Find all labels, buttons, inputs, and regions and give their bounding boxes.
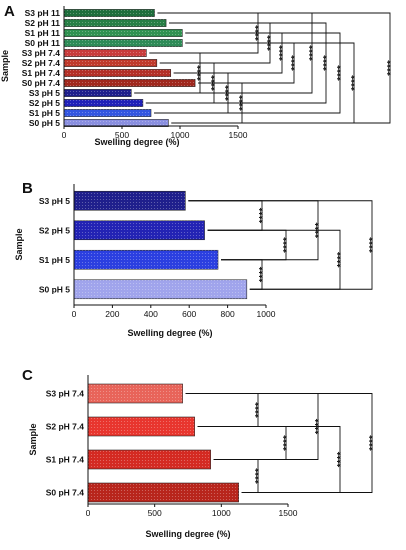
category-label: S3 pH 11 bbox=[25, 8, 61, 18]
significance-label: **** bbox=[290, 55, 301, 71]
significance-label: **** bbox=[258, 267, 269, 283]
significance-label: **** bbox=[282, 237, 293, 253]
category-label: S2 pH 5 bbox=[39, 225, 70, 235]
x-tick-label: 200 bbox=[105, 309, 119, 319]
bar-texture bbox=[64, 69, 171, 77]
panel-letter: B bbox=[22, 180, 33, 197]
x-axis-title: Swelling degree (%) bbox=[127, 328, 212, 338]
bar-texture bbox=[64, 9, 155, 17]
bar-texture bbox=[88, 384, 183, 403]
bar-texture bbox=[88, 450, 211, 469]
bar-texture bbox=[88, 417, 195, 436]
significance-bracket bbox=[185, 393, 373, 493]
significance-label: **** bbox=[254, 402, 265, 418]
bar-texture bbox=[64, 39, 183, 47]
category-label: S0 pH 5 bbox=[29, 118, 60, 128]
significance-bracket bbox=[154, 32, 341, 114]
significance-bracket bbox=[207, 229, 287, 261]
x-tick-label: 1000 bbox=[212, 508, 231, 518]
significance-label: **** bbox=[386, 60, 397, 76]
category-label: S2 pH 5 bbox=[29, 98, 60, 108]
significance-label: **** bbox=[368, 237, 379, 253]
bar-texture bbox=[74, 191, 186, 211]
category-label: S0 pH 5 bbox=[39, 284, 70, 294]
significance-bracket bbox=[145, 22, 327, 104]
significance-label: **** bbox=[258, 208, 269, 224]
bar-texture bbox=[64, 59, 157, 67]
category-label: S1 pH 5 bbox=[39, 255, 70, 265]
bar-texture bbox=[74, 250, 218, 270]
significance-label: **** bbox=[254, 468, 265, 484]
x-tick-label: 600 bbox=[182, 309, 196, 319]
bar-texture bbox=[64, 119, 169, 127]
significance-label: **** bbox=[336, 452, 347, 468]
y-axis-title: Sample bbox=[14, 228, 24, 260]
bar-texture bbox=[64, 49, 147, 57]
x-tick-label: 1000 bbox=[171, 130, 190, 140]
significance-label: **** bbox=[350, 75, 361, 91]
y-axis-title: Sample bbox=[0, 50, 10, 82]
significance-label: **** bbox=[336, 65, 347, 81]
significance-label: **** bbox=[368, 435, 379, 451]
bar-texture bbox=[64, 109, 151, 117]
category-label: S1 pH 11 bbox=[25, 28, 61, 38]
category-label: S3 pH 7.4 bbox=[46, 389, 85, 399]
category-label: S0 pH 7.4 bbox=[46, 488, 85, 498]
x-tick-label: 500 bbox=[148, 508, 162, 518]
significance-label: **** bbox=[336, 252, 347, 268]
category-label: S3 pH 7.4 bbox=[22, 48, 61, 58]
category-label: S3 pH 5 bbox=[29, 88, 60, 98]
x-tick-label: 1000 bbox=[257, 309, 276, 319]
panel-letter: A bbox=[4, 3, 15, 20]
bar-texture bbox=[88, 483, 239, 502]
bar-texture bbox=[74, 220, 205, 240]
x-tick-label: 0 bbox=[72, 309, 77, 319]
x-tick-label: 500 bbox=[115, 130, 129, 140]
bar-texture bbox=[64, 29, 183, 37]
category-label: S1 pH 7.4 bbox=[46, 455, 85, 465]
significance-label: **** bbox=[224, 85, 235, 101]
category-label: S3 pH 5 bbox=[39, 196, 70, 206]
category-label: S2 pH 11 bbox=[25, 18, 61, 28]
bar-texture bbox=[64, 79, 196, 87]
significance-label: **** bbox=[278, 45, 289, 61]
x-tick-label: 800 bbox=[221, 309, 235, 319]
x-tick-label: 0 bbox=[86, 508, 91, 518]
x-tick-label: 1500 bbox=[279, 508, 298, 518]
category-label: S0 pH 11 bbox=[25, 38, 61, 48]
panel-letter: C bbox=[22, 367, 33, 384]
category-label: S0 pH 7.4 bbox=[22, 78, 61, 88]
bar-texture bbox=[64, 19, 167, 27]
significance-bracket bbox=[185, 393, 259, 427]
x-tick-label: 1500 bbox=[229, 130, 248, 140]
x-tick-label: 400 bbox=[144, 309, 158, 319]
category-label: S1 pH 5 bbox=[29, 108, 60, 118]
x-tick-label: 0 bbox=[62, 130, 67, 140]
significance-label: **** bbox=[322, 55, 333, 71]
significance-bracket bbox=[157, 12, 391, 124]
significance-label: **** bbox=[308, 45, 319, 61]
x-axis-title: Swelling degree (%) bbox=[145, 529, 230, 539]
category-label: S1 pH 7.4 bbox=[22, 68, 61, 78]
significance-label: **** bbox=[238, 95, 249, 111]
category-label: S2 pH 7.4 bbox=[46, 422, 85, 432]
x-axis-title: Swelling degree (%) bbox=[94, 137, 179, 147]
significance-bracket bbox=[154, 72, 229, 114]
y-axis-title: Sample bbox=[28, 423, 38, 455]
category-label: S2 pH 7.4 bbox=[22, 58, 61, 68]
bar-texture bbox=[74, 279, 247, 299]
bar-texture bbox=[64, 99, 143, 107]
bar-texture bbox=[64, 89, 132, 97]
significance-bracket bbox=[188, 200, 373, 290]
significance-label: **** bbox=[282, 435, 293, 451]
